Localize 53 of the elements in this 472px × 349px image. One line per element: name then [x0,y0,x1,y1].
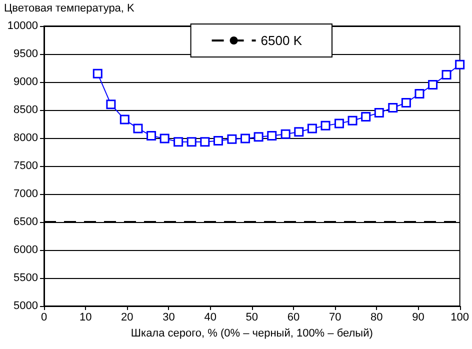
y-tick-label: 10000 [7,20,38,32]
point [348,116,358,126]
y-tick-label: 8000 [14,132,38,144]
point [267,131,277,141]
point [120,114,130,124]
y-tick-label: 7500 [14,160,38,172]
point [106,100,116,110]
point [374,108,384,118]
x-tick-label: 40 [204,312,216,324]
y-tick-label: 6500 [14,216,38,228]
x-tick-label: 60 [287,312,300,324]
x-tick-label: 0 [40,312,48,324]
x-tick-label: 100 [450,312,470,324]
y-tick-label: 9000 [14,76,38,88]
x-tick-label: 80 [370,312,383,324]
x-tick-label: 50 [246,312,258,324]
x-tick-label: 10 [79,312,92,324]
y-tick-label: 5500 [14,272,38,284]
point [320,120,330,130]
point [227,134,237,144]
y-tick-label: 8500 [14,104,38,116]
point [213,136,223,146]
point [280,129,290,139]
y-axis-title: Цветовая температура, K [4,2,136,14]
point [334,118,344,128]
point [186,137,196,147]
point [200,137,210,147]
point [388,103,398,113]
point [254,132,264,142]
y-tick-label: 7000 [14,188,38,200]
y-tick-label: 9500 [14,48,38,60]
x-tick-label: 30 [162,312,175,324]
point [146,131,156,141]
x-tick-label: 90 [412,312,424,324]
point [414,89,424,99]
point [294,127,304,137]
point [428,80,438,90]
x-tick-label: 70 [328,312,342,324]
point [442,70,452,80]
x-tick-label: 20 [121,312,134,324]
point [401,98,411,108]
legend-label: 6500 K [260,33,302,48]
point [240,134,250,144]
x-axis-title: Шкала серого, % (0% – черный, 100% – белый) [130,328,373,340]
point [133,124,143,134]
point [92,68,102,78]
point [361,112,371,122]
y-tick-label: 5000 [14,300,38,312]
point [160,134,170,144]
y-tick-label: 6000 [14,244,38,256]
point [174,137,184,147]
point [307,124,317,134]
point [455,60,465,70]
